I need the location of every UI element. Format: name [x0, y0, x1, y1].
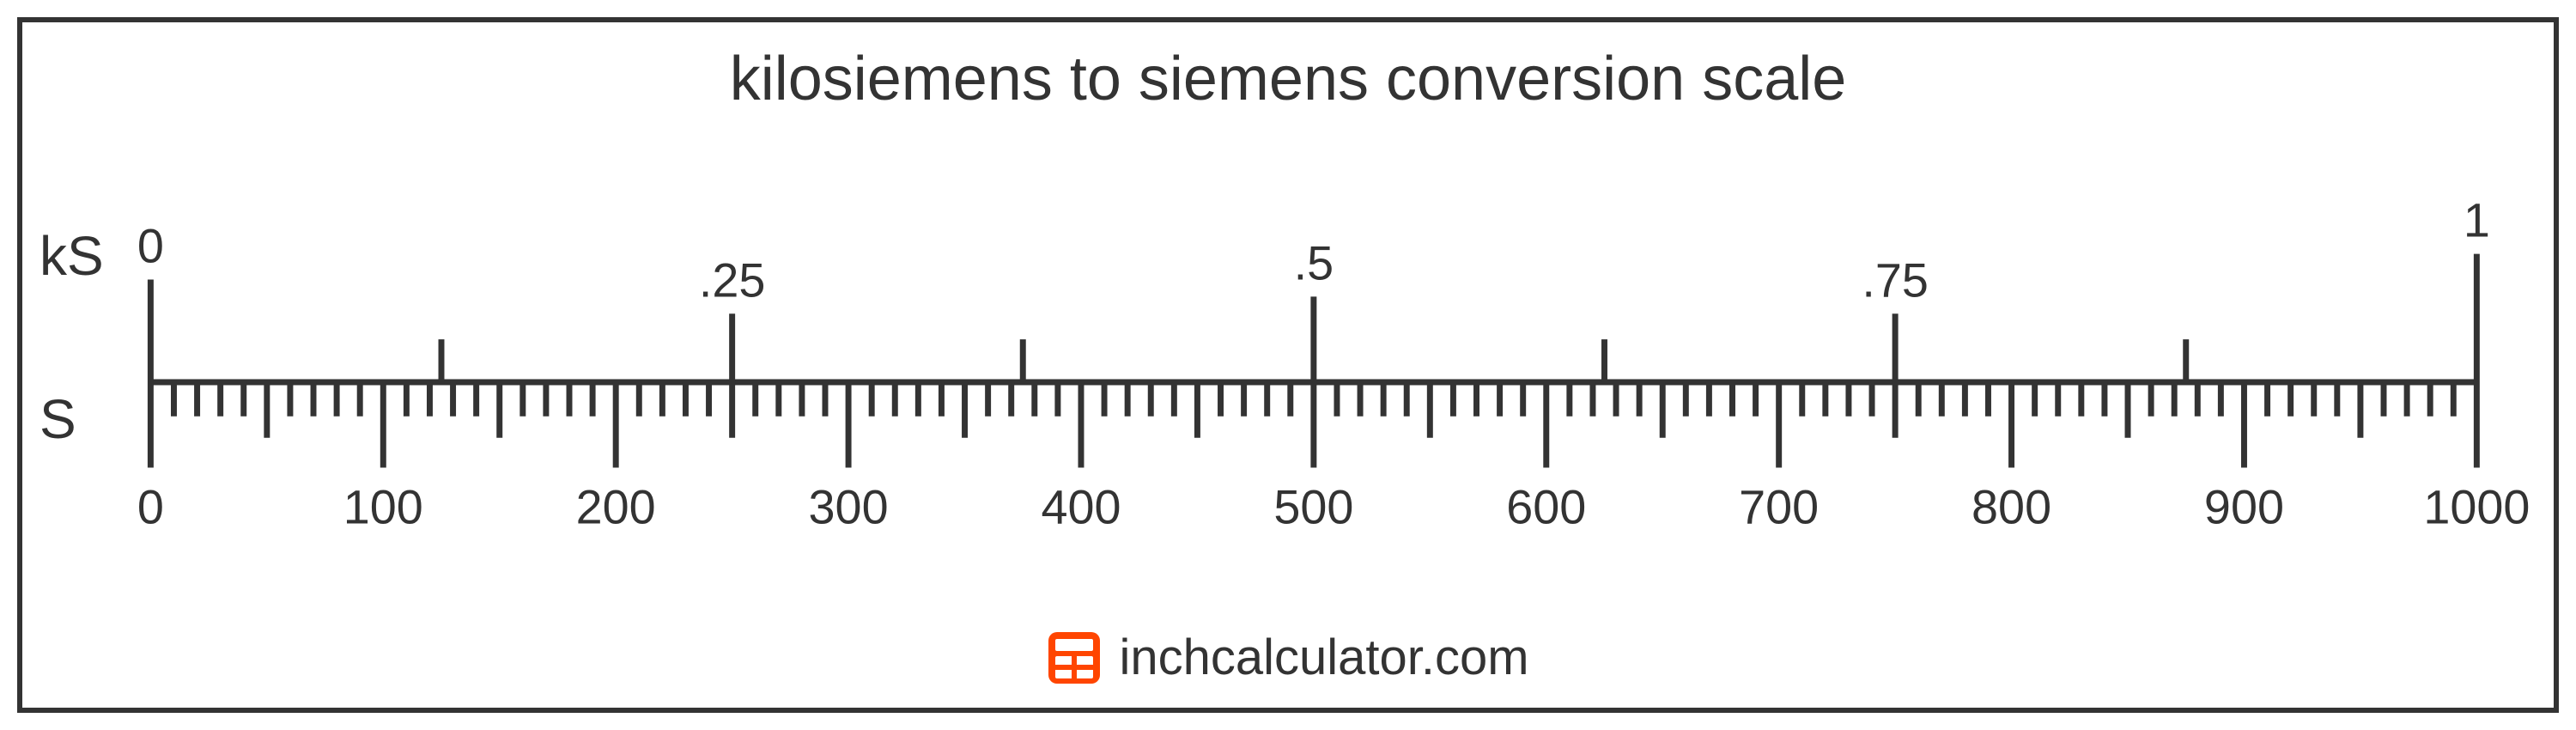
- svg-text:1000: 1000: [2423, 480, 2530, 533]
- chart-title: kilosiemens to siemens conversion scale: [22, 44, 2554, 114]
- branding: inchcalculator.com: [22, 629, 2554, 686]
- ruler-svg: 0 .25 .5 .75 1 0 100 200 300 400 500 600 700 800 900 10…: [22, 143, 2554, 605]
- ruler-area: kS S 0.25.5.7510100200300400500600700800…: [22, 143, 2554, 605]
- svg-text:800: 800: [1971, 480, 2051, 533]
- svg-text:200: 200: [576, 480, 656, 533]
- calculator-icon: [1047, 630, 1102, 685]
- svg-text:100: 100: [343, 480, 423, 533]
- svg-text:300: 300: [809, 480, 889, 533]
- svg-text:.25: .25: [699, 253, 766, 307]
- svg-text:.75: .75: [1862, 253, 1929, 307]
- svg-text:500: 500: [1273, 480, 1353, 533]
- svg-text:.5: .5: [1294, 236, 1334, 289]
- svg-text:700: 700: [1739, 480, 1819, 533]
- scale-container: kilosiemens to siemens conversion scale …: [0, 0, 2576, 730]
- svg-text:600: 600: [1506, 480, 1586, 533]
- branding-text: inchcalculator.com: [1119, 629, 1528, 686]
- svg-text:0: 0: [137, 480, 164, 533]
- svg-text:1: 1: [2464, 194, 2490, 247]
- outer-frame: kilosiemens to siemens conversion scale …: [17, 17, 2559, 713]
- svg-text:400: 400: [1041, 480, 1121, 533]
- svg-text:0: 0: [137, 220, 164, 273]
- svg-text:900: 900: [2204, 480, 2284, 533]
